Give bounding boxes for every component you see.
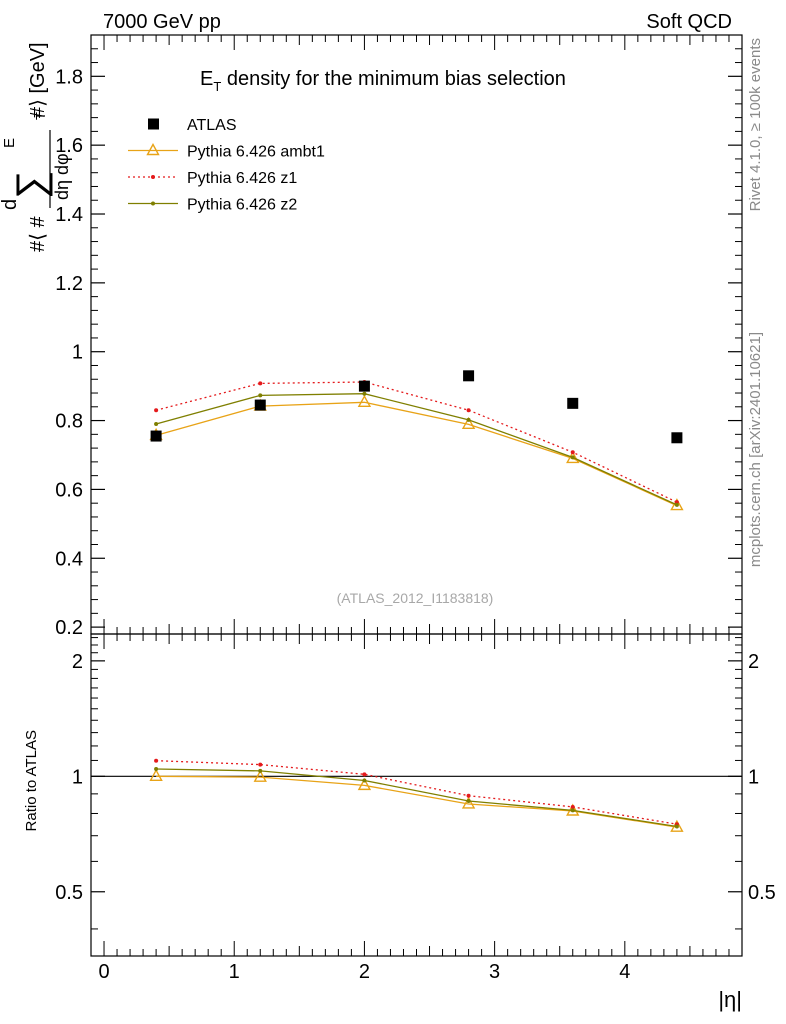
main-pythia-6-426-ambt1-line bbox=[155, 401, 678, 507]
main-ytick-label: 1 bbox=[72, 342, 83, 364]
main-pythia-6-426-z2-point bbox=[466, 417, 471, 422]
ratio-axis-ticks: 0 1 2 3 4 0.5 0.5 1 1 2 2 bbox=[55, 634, 776, 983]
ratio-pythia-6-426-z2-point bbox=[466, 799, 471, 804]
title-e: E bbox=[200, 68, 213, 90]
main-atlas-atlas-point bbox=[463, 370, 475, 382]
main-atlas-atlas-point bbox=[254, 399, 266, 411]
ratio-pythia-6-426-z2-point bbox=[362, 778, 367, 783]
ratio-pythia-6-426-z1-point bbox=[154, 758, 159, 763]
y-label-sum: ∑ bbox=[9, 170, 53, 199]
main-ytick-label: 1.8 bbox=[55, 66, 83, 88]
title-rest: density for the minimum bias selection bbox=[221, 68, 566, 90]
x-axis-label: |η| bbox=[718, 987, 742, 1012]
main-pythia-6-426-z1-point bbox=[466, 408, 471, 413]
legend-pythia-6-426-z2-label: Pythia 6.426 z2 bbox=[187, 197, 297, 214]
ratio-pythia-6-426-ambt1-point bbox=[253, 769, 267, 782]
ratio-ytick-label-left: 2 bbox=[72, 651, 83, 673]
ratio-pythia-6-426-z1-line bbox=[156, 760, 678, 825]
ratio-ytick-label-right: 1 bbox=[748, 766, 759, 788]
ratio-pythia-6-426-ambt1-line bbox=[156, 775, 677, 828]
title-t-subscript: T bbox=[213, 79, 221, 94]
legend-pythia-6-426-ambt1-marker bbox=[146, 143, 160, 156]
ratio-series-group bbox=[149, 758, 684, 832]
main-pythia-6-426-z2-point bbox=[570, 455, 575, 460]
main-ytick-label: 1.6 bbox=[55, 135, 83, 157]
legend: ATLAS Pythia 6.426 ambt1 Pythia 6.426 z1 Py… bbox=[128, 117, 325, 214]
ratio-pythia-6-426-z2-line bbox=[156, 768, 677, 828]
main-y-axis-label: #⟨ # ∑ E T #⟩ [GeV] d dη dφ bbox=[0, 42, 72, 252]
ratio-pythia-6-426-z1-point bbox=[570, 804, 575, 809]
main-pythia-6-426-ambt1-point bbox=[670, 498, 684, 511]
ratio-ytick-label-right: 0.5 bbox=[748, 882, 776, 904]
ratio-pythia-6-426-ambt1-point bbox=[357, 777, 372, 791]
ratio-pythia-6-426-z2-point bbox=[154, 766, 159, 771]
ratio-ytick-label-left: 0.5 bbox=[55, 882, 83, 904]
main-pythia-6-426-z1-point bbox=[154, 408, 159, 413]
main-pythia-6-426-z1-point bbox=[674, 500, 679, 505]
ratio-xtick-label: 2 bbox=[359, 961, 370, 983]
main-axis-ticks: 0.2 0.4 0.6 0.8 1 1.2 1.4 1.6 1.8 bbox=[55, 35, 742, 639]
legend-pythia-6-426-z2-marker bbox=[151, 201, 155, 206]
main-ytick-label: 0.2 bbox=[55, 617, 83, 639]
main-ytick-label: 1.4 bbox=[55, 204, 83, 226]
y-label-denominator: dη dφ bbox=[52, 153, 72, 200]
main-series-group bbox=[149, 370, 684, 511]
ratio-pythia-6-426-z2-point bbox=[258, 768, 263, 773]
main-pythia-6-426-z1-point bbox=[258, 381, 263, 386]
ratio-ytick-label-right: 2 bbox=[748, 651, 759, 673]
main-pythia-6-426-z2-point bbox=[674, 502, 679, 507]
ratio-xtick-label: 0 bbox=[98, 961, 109, 983]
main-atlas-atlas-point bbox=[671, 432, 683, 444]
main-pythia-6-426-ambt1-point bbox=[461, 416, 476, 430]
legend-pythia-6-426-z1-label: Pythia 6.426 z1 bbox=[187, 170, 297, 187]
ratio-pythia-6-426-z1-point bbox=[362, 772, 367, 777]
y-label-close: #⟩ [GeV] bbox=[27, 42, 49, 118]
header-energy-label: 7000 GeV pp bbox=[103, 11, 221, 33]
legend-atlas-marker bbox=[148, 118, 159, 130]
main-atlas-atlas-point bbox=[150, 430, 162, 442]
main-pythia-6-426-z2-point bbox=[154, 422, 159, 427]
legend-atlas-label: ATLAS bbox=[187, 117, 237, 134]
ratio-pythia-6-426-z1-point bbox=[466, 793, 471, 798]
legend-pythia-6-426-z1-marker bbox=[151, 175, 155, 179]
main-ytick-label: 0.4 bbox=[55, 548, 83, 570]
y-label-d: d bbox=[0, 199, 21, 210]
main-pythia-6-426-z2-point bbox=[362, 391, 367, 396]
analysis-watermark: (ATLAS_2012_I1183818) bbox=[337, 590, 494, 606]
main-ytick-label: 0.6 bbox=[55, 479, 83, 501]
ratio-xtick-label: 3 bbox=[489, 961, 500, 983]
main-pythia-6-426-z1-line bbox=[155, 381, 678, 503]
header-category-label: Soft QCD bbox=[646, 11, 732, 33]
ratio-pythia-6-426-z2-point bbox=[570, 808, 575, 813]
y-label-open: #⟨ # bbox=[27, 216, 49, 252]
ratio-pythia-6-426-ambt1-point bbox=[461, 796, 476, 809]
ratio-pythia-6-426-z1-point bbox=[258, 762, 263, 767]
mcplots-label: mcplots.cern.ch [arXiv:2401.10621] bbox=[747, 332, 764, 567]
legend-pythia-6-426-ambt1-label: Pythia 6.426 ambt1 bbox=[187, 144, 325, 161]
ratio-pythia-6-426-ambt1-point bbox=[149, 768, 163, 782]
ratio-xtick-label: 1 bbox=[229, 961, 240, 983]
rivet-version-label: Rivet 4.1.0, ≥ 100k events bbox=[747, 38, 764, 211]
ratio-y-axis-label: Ratio to ATLAS bbox=[23, 730, 40, 831]
ratio-pythia-6-426-z2-point bbox=[674, 824, 679, 829]
main-title: ET density for the minimum bias selectio… bbox=[200, 68, 566, 94]
ratio-xtick-label: 4 bbox=[619, 961, 630, 983]
main-pythia-6-426-ambt1-point bbox=[357, 394, 372, 408]
main-atlas-atlas-point bbox=[567, 397, 579, 409]
main-pythia-6-426-z2-point bbox=[258, 393, 263, 398]
main-atlas-atlas-point bbox=[358, 380, 370, 392]
main-pythia-6-426-ambt1-point bbox=[566, 450, 580, 464]
main-pythia-6-426-z1-point bbox=[570, 450, 575, 455]
main-pythia-6-426-z2-line bbox=[155, 393, 678, 506]
main-ytick-label: 1.2 bbox=[55, 273, 83, 295]
ratio-ytick-label-left: 1 bbox=[72, 766, 83, 788]
main-ytick-label: 0.8 bbox=[55, 411, 83, 433]
y-label-t: T bbox=[33, 112, 48, 120]
y-label-e: E bbox=[1, 138, 18, 148]
